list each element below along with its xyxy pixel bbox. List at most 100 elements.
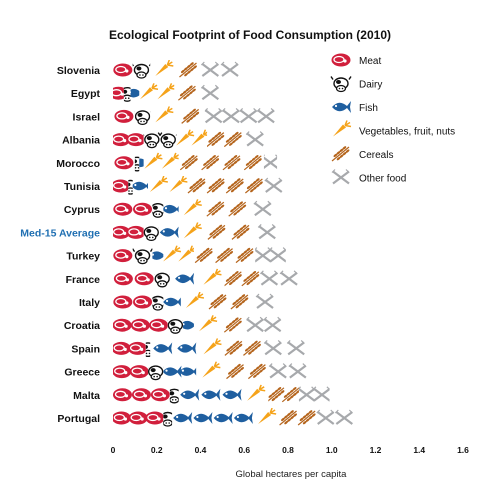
bar-segment-carrot xyxy=(203,338,222,355)
steak-icon xyxy=(134,272,154,286)
bar-segment-wheat xyxy=(208,294,249,310)
bar-segment-fork-knife xyxy=(246,316,282,333)
x-tick-label: 1.0 xyxy=(326,445,338,455)
fish-icon xyxy=(201,388,221,401)
fork-knife-icon xyxy=(288,363,307,379)
bar-segment-fork-knife xyxy=(253,200,272,217)
bar-segment-fish xyxy=(153,342,197,355)
bar-segment-carrot xyxy=(183,222,202,239)
cow-icon xyxy=(154,272,170,288)
bar-segment-carrot xyxy=(163,245,194,262)
carrot-icon xyxy=(203,268,222,285)
bar-segment-fish xyxy=(152,251,164,260)
bar-segment-cow xyxy=(132,248,153,265)
fish-icon xyxy=(132,181,148,191)
wheat-icon xyxy=(331,146,350,162)
wheat-icon xyxy=(181,108,200,124)
cow-icon xyxy=(152,295,164,311)
bar-segment-fork-knife xyxy=(257,223,276,240)
legend-item: Other food xyxy=(331,169,406,185)
bar-segment-wheat xyxy=(224,340,261,356)
carrot-icon xyxy=(178,245,194,262)
wheat-icon xyxy=(206,178,225,194)
fish-icon xyxy=(152,251,164,260)
carrot-icon xyxy=(149,176,168,192)
bar-segment-cow xyxy=(123,87,131,102)
bar-segment-fork-knife xyxy=(245,131,264,147)
fork-knife-icon xyxy=(204,107,223,124)
cow-icon xyxy=(143,132,163,149)
steak-icon xyxy=(114,109,134,123)
wheat-icon xyxy=(194,247,213,264)
bar-segment-cow xyxy=(143,226,159,242)
carrot-icon xyxy=(155,60,174,76)
category-label: Spain xyxy=(71,343,100,355)
bar-segment-steak xyxy=(114,109,134,123)
carrot-icon xyxy=(258,408,277,424)
carrot-icon xyxy=(169,176,188,192)
bar-segment-steak xyxy=(113,318,168,332)
fish-icon xyxy=(213,412,233,424)
category-label: Egypt xyxy=(71,88,101,100)
fork-knife-icon xyxy=(263,154,278,170)
wheat-icon xyxy=(241,271,260,287)
legend-item: Meat xyxy=(331,53,381,67)
wheat-icon xyxy=(225,178,244,194)
wheat-icon xyxy=(223,317,242,333)
wheat-icon xyxy=(177,85,196,101)
fork-knife-icon xyxy=(259,270,279,286)
bar-segment-carrot xyxy=(258,408,277,424)
category-label: France xyxy=(66,274,101,286)
steak-icon xyxy=(113,388,132,402)
bar-segment-cow xyxy=(152,295,164,311)
legend: Meat Dairy Fish Vegetables, fruit, nuts Cere… xyxy=(330,53,455,185)
carrot-icon xyxy=(333,120,352,137)
fish-icon xyxy=(163,365,182,378)
fork-knife-icon xyxy=(239,107,258,124)
fork-knife-icon xyxy=(298,386,316,402)
steak-icon xyxy=(129,365,148,379)
bar-segment-cow xyxy=(148,365,164,381)
fork-knife-icon xyxy=(220,61,239,77)
steak-icon xyxy=(113,272,133,286)
legend-item: Fish xyxy=(332,101,378,114)
bar-segment-steak xyxy=(113,63,133,77)
bar-segment-wheat xyxy=(181,108,200,124)
fish-icon xyxy=(178,367,197,376)
wheat-icon xyxy=(224,340,243,356)
bar-segment-fork-knife xyxy=(263,154,278,170)
category-label: Croatia xyxy=(64,320,100,332)
bar-segment-wheat xyxy=(223,317,242,333)
bar-segment-carrot xyxy=(202,361,221,378)
bar-segment-fork-knife xyxy=(200,61,239,77)
wheat-icon xyxy=(243,155,262,171)
category-label: Morocco xyxy=(56,158,100,170)
steak-icon xyxy=(128,341,146,355)
cow-icon xyxy=(123,87,131,102)
wheat-icon xyxy=(279,410,297,426)
fish-icon xyxy=(153,342,173,355)
category-label: Tunisia xyxy=(64,181,100,193)
bar-segment-fork-knife xyxy=(268,363,307,379)
bar-segment-fork-knife xyxy=(298,386,330,402)
bar-segment-steak xyxy=(113,225,144,239)
fork-knife-icon xyxy=(255,247,272,263)
bar-segment-fish xyxy=(183,320,194,330)
steak-icon xyxy=(150,388,170,402)
wheat-icon xyxy=(226,363,244,380)
bar-segment-steak xyxy=(113,202,153,216)
bar-segment-cow xyxy=(134,110,151,126)
legend-label: Fish xyxy=(359,103,378,114)
fish-icon xyxy=(139,158,144,168)
bar-segment-wheat xyxy=(179,155,262,171)
fork-knife-icon xyxy=(279,270,298,286)
carrot-icon xyxy=(161,152,179,169)
cow-icon xyxy=(132,248,153,265)
bar-segment-carrot xyxy=(144,152,179,169)
steak-icon xyxy=(113,225,131,239)
bar-segment-steak xyxy=(113,179,129,193)
steak-icon xyxy=(113,179,129,193)
wheat-icon xyxy=(243,340,261,356)
x-tick-label: 1.6 xyxy=(457,445,469,455)
bar-segment-wheat xyxy=(279,410,316,426)
